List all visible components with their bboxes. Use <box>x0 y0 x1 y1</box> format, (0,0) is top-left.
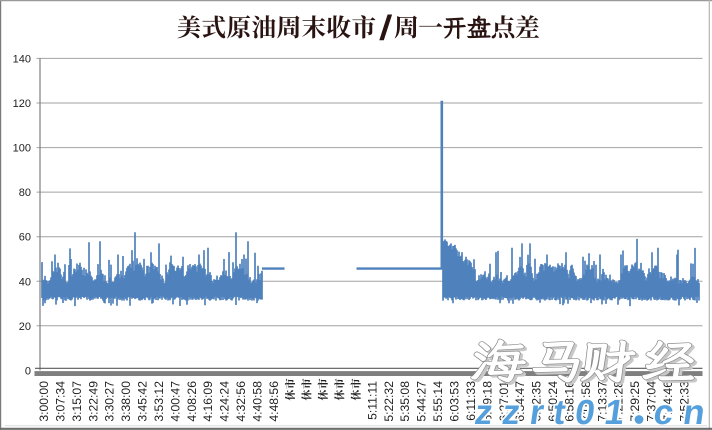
svg-text:4:00:47: 4:00:47 <box>168 381 182 422</box>
svg-text:6:42:35: 6:42:35 <box>530 381 544 422</box>
svg-text:7:21:28: 7:21:28 <box>612 381 626 422</box>
svg-text:7:13:37: 7:13:37 <box>595 381 609 422</box>
svg-text:5:44:27: 5:44:27 <box>415 381 429 422</box>
svg-text:80: 80 <box>19 187 31 199</box>
svg-text:5:11:11: 5:11:11 <box>365 381 379 420</box>
svg-text:6:19:18: 6:19:18 <box>480 381 494 422</box>
svg-text:3:22:49: 3:22:49 <box>86 381 100 422</box>
svg-text:20: 20 <box>19 321 31 333</box>
svg-text:7:44:46: 7:44:46 <box>661 381 675 422</box>
svg-text:7:52:33: 7:52:33 <box>677 381 691 422</box>
svg-text:60: 60 <box>19 232 31 244</box>
svg-text:4:40:58: 4:40:58 <box>251 381 265 422</box>
svg-text:3:30:27: 3:30:27 <box>103 381 117 422</box>
svg-text:6:27:01: 6:27:01 <box>497 381 511 422</box>
svg-text:3:15:07: 3:15:07 <box>70 381 84 422</box>
svg-text:6:11:33: 6:11:33 <box>464 381 478 421</box>
svg-text:4:48:56: 4:48:56 <box>267 381 281 422</box>
svg-text:6:34:47: 6:34:47 <box>513 381 527 422</box>
svg-text:7:29:25: 7:29:25 <box>628 381 642 422</box>
svg-text:7:05:58: 7:05:58 <box>579 381 593 422</box>
svg-text:5:35:08: 5:35:08 <box>398 381 412 422</box>
svg-text:40: 40 <box>19 276 31 288</box>
svg-text:3:53:12: 3:53:12 <box>152 381 166 422</box>
svg-text:6:03:53: 6:03:53 <box>448 381 462 422</box>
svg-text:120: 120 <box>13 98 31 110</box>
svg-text:6:58:16: 6:58:16 <box>562 381 576 422</box>
svg-text:3:45:42: 3:45:42 <box>136 381 150 422</box>
svg-text:0: 0 <box>25 365 31 377</box>
svg-text:5:22:32: 5:22:32 <box>382 381 396 422</box>
svg-text:4:24:24: 4:24:24 <box>218 381 232 422</box>
svg-text:100: 100 <box>13 143 31 155</box>
svg-text:5:55:14: 5:55:14 <box>431 381 445 422</box>
svg-text:3:00:00: 3:00:00 <box>37 381 51 422</box>
svg-text:7:37:04: 7:37:04 <box>645 381 659 422</box>
svg-text:140: 140 <box>13 53 31 65</box>
svg-text:3:07:34: 3:07:34 <box>53 381 67 422</box>
svg-text:3:38:00: 3:38:00 <box>119 381 133 422</box>
svg-text:6:50:24: 6:50:24 <box>546 381 560 422</box>
svg-text:4:32:56: 4:32:56 <box>234 381 248 422</box>
svg-text:4:08:26: 4:08:26 <box>185 381 199 422</box>
svg-text:4:16:09: 4:16:09 <box>201 381 215 422</box>
svg-text:zzrt01.cn: zzrt01.cn <box>472 393 712 430</box>
